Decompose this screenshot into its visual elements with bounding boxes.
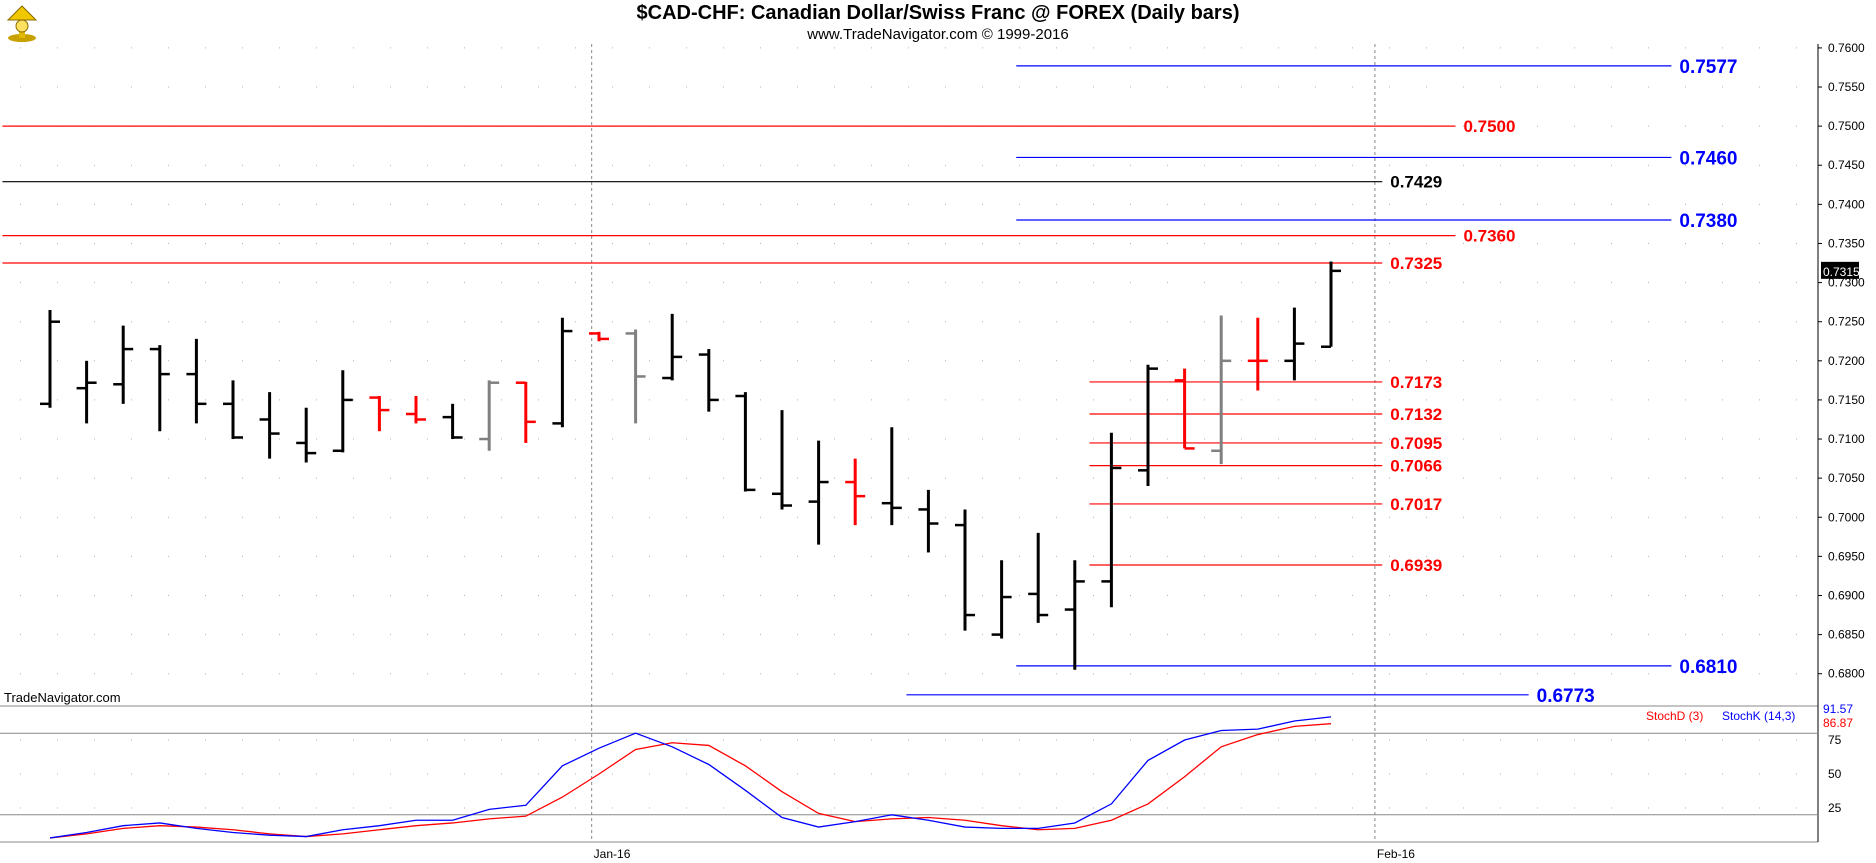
price-tick-label: 0.7500 xyxy=(1828,119,1865,133)
level-label: 0.7380 xyxy=(1679,211,1737,232)
ohlc-bar xyxy=(625,329,646,424)
grid-lines xyxy=(0,44,1818,843)
ohlc-bar xyxy=(1174,368,1195,450)
ohlc-bar xyxy=(1211,315,1232,465)
ohlc-bar xyxy=(662,313,683,381)
ohlc-bar xyxy=(332,370,353,453)
chart-title: $CAD-CHF: Canadian Dollar/Swiss Franc @ … xyxy=(636,2,1240,24)
ohlc-bar xyxy=(40,309,60,408)
ohlc-bar xyxy=(735,392,756,492)
last-price-badge xyxy=(1821,261,1859,279)
x-tick-label: Jan-16 xyxy=(594,847,631,861)
stoch-last-value: 91.57 xyxy=(1823,702,1853,716)
ohlc-bar xyxy=(1028,532,1049,623)
stoch-value-badge xyxy=(1821,717,1859,730)
stochk-line xyxy=(49,716,1332,839)
level-label: 0.7460 xyxy=(1679,148,1737,169)
ohlc-bar xyxy=(149,345,170,432)
price-tick-label: 0.6950 xyxy=(1828,549,1865,563)
level-label: 0.7173 xyxy=(1390,373,1442,392)
ohlc-bar xyxy=(296,407,317,463)
price-tick-label: 0.7350 xyxy=(1828,236,1865,250)
price-axis: 0.7600 0.7550 0.7500 0.7450 0.7400 0.7350 0.73… xyxy=(594,41,1865,861)
ohlc-bar xyxy=(1321,261,1341,348)
level-label: 0.7577 xyxy=(1679,57,1737,78)
ohlc-bar xyxy=(552,317,573,428)
stoch-tick-label: 75 xyxy=(1828,733,1842,747)
ohlc-bar xyxy=(442,403,463,440)
price-tick-label: 0.6850 xyxy=(1828,628,1865,642)
x-tick-label: Feb-16 xyxy=(1377,847,1415,861)
stoch-value-badge xyxy=(1821,703,1859,716)
ohlc-bar xyxy=(589,331,609,342)
price-tick-label: 0.7250 xyxy=(1828,315,1865,329)
price-tick-label: 0.6900 xyxy=(1828,588,1865,602)
level-label: 0.7095 xyxy=(1390,434,1442,453)
price-tick-label: 0.6800 xyxy=(1828,667,1865,681)
last-price-label: 0.7315 xyxy=(1823,265,1860,279)
level-label: 0.7325 xyxy=(1390,254,1442,273)
ohlc-bar xyxy=(76,360,97,424)
level-label: 0.6810 xyxy=(1679,657,1737,678)
ohlc-bar xyxy=(881,427,902,526)
ohlc-bar xyxy=(186,338,207,424)
ohlc-bar xyxy=(223,380,243,440)
ohlc-bar xyxy=(479,380,500,451)
ohlc-bar xyxy=(259,392,280,459)
price-tick-label: 0.7450 xyxy=(1828,158,1865,172)
price-tick-label: 0.7150 xyxy=(1828,393,1865,407)
level-label: 0.7429 xyxy=(1390,173,1442,192)
level-label: 0.7066 xyxy=(1390,457,1442,476)
stochd-line xyxy=(49,723,1332,839)
price-tick-label: 0.7050 xyxy=(1828,471,1865,485)
price-tick-label: 0.7400 xyxy=(1828,197,1865,211)
level-label: 0.7132 xyxy=(1390,405,1442,424)
ohlc-bar xyxy=(1101,432,1122,608)
level-label: 0.6939 xyxy=(1390,556,1442,575)
ohlc-bar xyxy=(772,410,792,510)
price-tick-label: 0.7300 xyxy=(1828,276,1865,290)
price-bars xyxy=(40,261,1341,670)
ohlc-bar xyxy=(808,440,829,545)
price-tick-label: 0.7000 xyxy=(1828,510,1865,524)
ohlc-bar xyxy=(845,458,866,526)
ohlc-bar xyxy=(369,396,390,432)
level-label: 0.7017 xyxy=(1390,495,1442,514)
level-label: 0.6773 xyxy=(1537,686,1595,707)
level-label: 0.7360 xyxy=(1463,227,1515,246)
legend-stochk: StochK (14,3) xyxy=(1722,709,1795,723)
ohlc-bar xyxy=(515,381,536,443)
ohlc-bar xyxy=(1247,317,1268,391)
legend-stochd: StochD (3) xyxy=(1646,709,1703,723)
stoch-tick-label: 25 xyxy=(1828,801,1842,815)
ohlc-bar xyxy=(955,509,975,631)
price-tick-label: 0.7200 xyxy=(1828,354,1865,368)
price-tick-label: 0.7550 xyxy=(1828,80,1865,94)
stoch-tick-label: 50 xyxy=(1828,767,1842,781)
trade-navigator-logo-icon xyxy=(2,2,42,44)
ohlc-bar xyxy=(1064,560,1085,670)
ohlc-bar xyxy=(1138,364,1158,486)
stoch-last-value: 86.87 xyxy=(1823,716,1853,730)
level-label: 0.7500 xyxy=(1463,117,1515,136)
price-tick-label: 0.7100 xyxy=(1828,432,1865,446)
price-tick-label: 0.7600 xyxy=(1828,41,1865,55)
ohlc-bar xyxy=(1284,307,1305,381)
level-lines: 0.7577 0.7500 0.7460 0.7429 0.7380 0.7360 0.73… xyxy=(2,57,1738,707)
ohlc-bar xyxy=(991,560,1012,639)
ohlc-bar xyxy=(406,396,426,424)
ohlc-bar xyxy=(698,349,719,412)
chart-subtitle: www.TradeNavigator.com © 1999-2016 xyxy=(807,26,1069,43)
ohlc-bar xyxy=(113,325,134,404)
watermark-text: TradeNavigator.com xyxy=(4,690,121,705)
ohlc-bar xyxy=(918,489,939,553)
